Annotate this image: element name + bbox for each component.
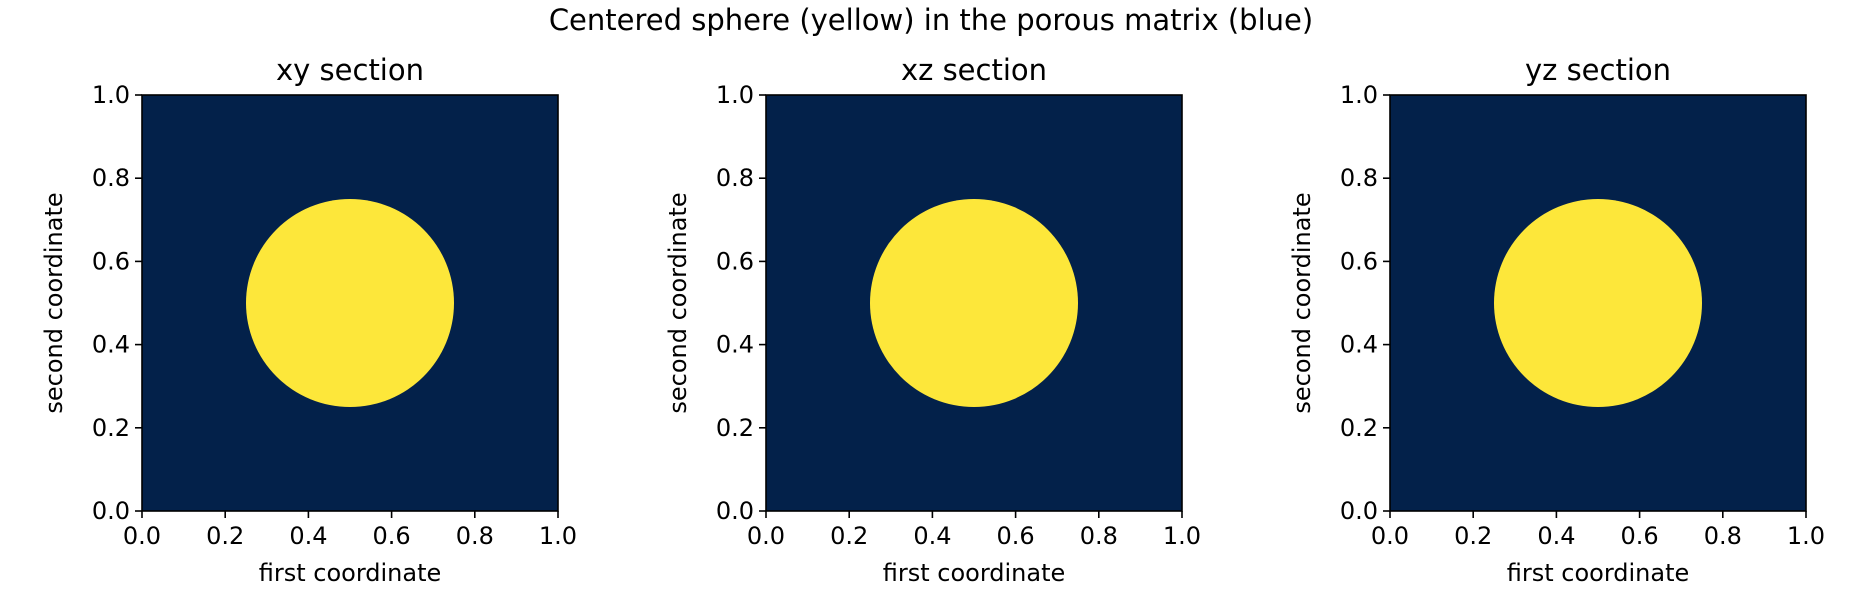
x-axis-label: first coordinate: [883, 559, 1066, 587]
sphere-section: [246, 199, 454, 407]
y-tick-label: 0.6: [716, 247, 754, 275]
x-axis-label: first coordinate: [259, 559, 442, 587]
figure-title: Centered sphere (yellow) in the porous m…: [549, 3, 1313, 37]
x-tick-label: 0.0: [123, 522, 161, 550]
subplots: xy section 0.0 0.2 0.4 0.6 0.8 1.0 0.0 0.2 0.4 0.6…: [40, 53, 1825, 587]
x-tick-label: 0.6: [1621, 522, 1659, 550]
sphere-section: [1494, 199, 1702, 407]
x-tick-label: 0.4: [1537, 522, 1575, 550]
x-tick-label: 0.8: [456, 522, 494, 550]
y-tick-label: 0.0: [1340, 497, 1378, 525]
y-tick-label: 0.0: [716, 497, 754, 525]
y-tick-label: 0.4: [92, 331, 130, 359]
x-tick-label: 0.6: [373, 522, 411, 550]
subplot-2: xz section 0.0 0.2 0.4 0.6 0.8 1.0 0.0 0.2 0.4 0.6…: [664, 53, 1201, 587]
subplot-title: yz section: [1525, 53, 1671, 87]
y-tick-label: 0.8: [1340, 164, 1378, 192]
x-tick-label: 1.0: [1787, 522, 1825, 550]
x-tick-label: 0.8: [1704, 522, 1742, 550]
x-tick-label: 1.0: [1163, 522, 1201, 550]
y-tick-label: 0.8: [716, 164, 754, 192]
axes-frame: [141, 94, 559, 512]
y-tick-label: 1.0: [716, 81, 754, 109]
x-tick-label: 0.4: [289, 522, 327, 550]
x-tick-label: 0.8: [1080, 522, 1118, 550]
y-tick-label: 1.0: [92, 81, 130, 109]
subplot-1: xy section 0.0 0.2 0.4 0.6 0.8 1.0 0.0 0.2 0.4 0.6…: [40, 53, 577, 587]
y-tick-label: 0.8: [92, 164, 130, 192]
subplot-3: yz section 0.0 0.2 0.4 0.6 0.8 1.0 0.0 0.2 0.4 0.6…: [1288, 53, 1825, 587]
sphere-section: [870, 199, 1078, 407]
y-tick-label: 0.4: [716, 331, 754, 359]
subplot-title: xy section: [276, 53, 424, 87]
x-tick-label: 0.4: [913, 522, 951, 550]
y-axis-label: second coordinate: [664, 192, 692, 413]
y-axis-label: second coordinate: [40, 192, 68, 413]
y-tick-label: 0.2: [1340, 414, 1378, 442]
subplot-title: xz section: [901, 53, 1047, 87]
x-tick-label: 1.0: [539, 522, 577, 550]
x-tick-label: 0.0: [747, 522, 785, 550]
y-tick-label: 0.0: [92, 497, 130, 525]
x-tick-label: 0.0: [1371, 522, 1409, 550]
axes-frame: [765, 94, 1183, 512]
y-tick-label: 0.2: [92, 414, 130, 442]
x-tick-label: 0.2: [1454, 522, 1492, 550]
x-axis-label: first coordinate: [1507, 559, 1690, 587]
y-axis-label: second coordinate: [1288, 192, 1316, 413]
y-tick-label: 1.0: [1340, 81, 1378, 109]
y-tick-label: 0.2: [716, 414, 754, 442]
y-tick-label: 0.4: [1340, 331, 1378, 359]
x-tick-label: 0.2: [830, 522, 868, 550]
x-tick-label: 0.6: [997, 522, 1035, 550]
y-tick-label: 0.6: [1340, 247, 1378, 275]
x-tick-label: 0.2: [206, 522, 244, 550]
axes-frame: [1389, 94, 1807, 512]
y-tick-label: 0.6: [92, 247, 130, 275]
